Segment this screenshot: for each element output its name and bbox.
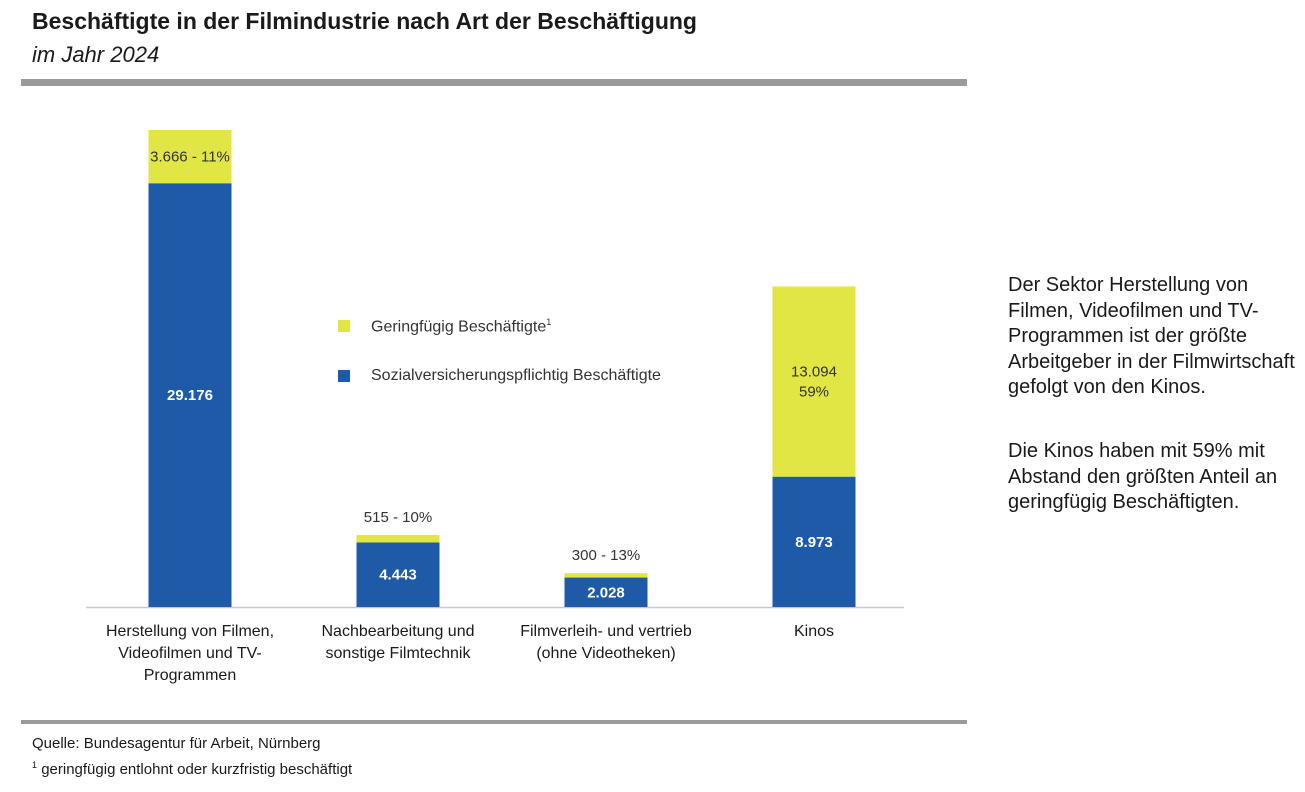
bar-social-filmverleih (564, 577, 648, 607)
data-label-social-herstellung: 29.176 (167, 387, 213, 404)
legend-label-social: Sozialversicherungspflichtig Beschäftigt… (371, 367, 661, 384)
bar-minor-herstellung (148, 130, 232, 184)
footnote: 1 geringfügig entlohnt oder kurzfristig … (32, 760, 353, 778)
legend-swatch-minor (338, 320, 350, 332)
category-label-filmverleih: Filmverleih- und vertrieb (ohne Videothe… (520, 623, 692, 662)
bar-minor-nachbearbeitung (356, 534, 440, 543)
legend-swatch-social (338, 370, 350, 382)
top-divider (21, 79, 967, 86)
bottom-divider (21, 720, 967, 724)
bar-minor-kinos (772, 286, 856, 477)
category-label-herstellung: Herstellung von Filmen, Videofilmen und … (105, 623, 275, 684)
data-label-minor-herstellung: 3.666 - 11% (150, 149, 230, 166)
bar-social-herstellung (148, 183, 232, 607)
legend-label-minor: Geringfügig Beschäftigte1 (371, 317, 552, 336)
data-label-minor-filmverleih: 300 - 13% (572, 547, 640, 564)
bar-minor-filmverleih (564, 573, 648, 578)
data-label-social-filmverleih: 2.028 (587, 584, 625, 601)
bar-social-nachbearbeitung (356, 542, 440, 607)
category-label-kinos: Kinos (793, 623, 835, 640)
side-note-paragraph-2: Die Kinos haben mit 59% mit Abstand den … (1008, 440, 1278, 513)
category-label-nachbearbeitung: Nachbearbeitung und sonstige Filmtechnik (321, 623, 475, 662)
data-label-minor-nachbearbeitung: 515 - 10% (364, 509, 432, 526)
bar-social-kinos (772, 476, 856, 607)
stacked-bar-chart: 29.176 3.666 - 11% 4.443 515 - 10% 2.028 300 … (86, 130, 904, 609)
source-note: Quelle: Bundesagentur für Arbeit, Nürnbe… (32, 735, 321, 752)
chart-subtitle: im Jahr 2024 (32, 42, 160, 67)
chart-title: Beschäftigte in der Filmindustrie nach A… (32, 8, 697, 34)
data-label-social-kinos: 8.973 (795, 534, 833, 551)
data-label-minor-kinos: 13.094 59% (791, 364, 837, 401)
data-label-social-nachbearbeitung: 4.443 (379, 567, 417, 584)
side-note-paragraph-1: Der Sektor Herstellung von Filmen, Video… (1008, 274, 1295, 398)
